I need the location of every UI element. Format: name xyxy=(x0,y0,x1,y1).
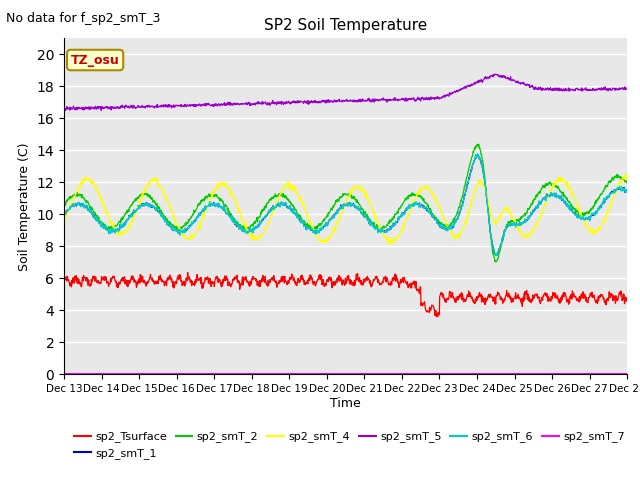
sp2_smT_6 xyxy=(60,215,68,220)
sp2_smT_6 xyxy=(623,190,631,195)
sp2_smT_1 xyxy=(474,152,481,157)
sp2_smT_7 xyxy=(248,371,256,377)
sp2_smT_5 xyxy=(249,102,257,108)
sp2_smT_6 xyxy=(493,253,500,259)
sp2_smT_7 xyxy=(507,371,515,377)
sp2_smT_2 xyxy=(60,200,68,205)
sp2_smT_1 xyxy=(433,219,441,225)
sp2_smT_6 xyxy=(474,151,481,156)
sp2_smT_2 xyxy=(557,189,565,194)
sp2_smT_2 xyxy=(186,218,193,224)
sp2_smT_4 xyxy=(385,241,393,247)
sp2_smT_5 xyxy=(508,77,515,83)
Line: sp2_Tsurface: sp2_Tsurface xyxy=(64,273,627,317)
sp2_Tsurface xyxy=(557,299,565,305)
Y-axis label: Soil Temperature (C): Soil Temperature (C) xyxy=(18,142,31,271)
sp2_Tsurface xyxy=(184,270,191,276)
sp2_smT_4 xyxy=(172,219,179,225)
sp2_smT_4 xyxy=(186,236,193,241)
sp2_smT_2 xyxy=(508,219,515,225)
sp2_smT_1 xyxy=(623,189,631,194)
sp2_Tsurface xyxy=(508,299,515,305)
sp2_Tsurface xyxy=(623,296,631,302)
sp2_smT_1 xyxy=(508,220,515,226)
sp2_smT_5 xyxy=(557,86,565,92)
sp2_Tsurface xyxy=(60,275,68,280)
Line: sp2_smT_2: sp2_smT_2 xyxy=(64,144,627,262)
sp2_smT_2 xyxy=(248,222,256,228)
sp2_smT_6 xyxy=(557,195,565,201)
sp2_smT_5 xyxy=(172,102,180,108)
sp2_smT_7 xyxy=(186,371,193,377)
sp2_smT_6 xyxy=(186,224,193,230)
sp2_smT_4 xyxy=(557,175,564,180)
sp2_smT_5 xyxy=(433,94,441,99)
sp2_smT_1 xyxy=(248,226,256,232)
sp2_smT_4 xyxy=(60,219,68,225)
sp2_smT_4 xyxy=(623,170,630,176)
sp2_smT_2 xyxy=(623,179,631,185)
Line: sp2_smT_5: sp2_smT_5 xyxy=(64,74,627,111)
sp2_smT_1 xyxy=(60,215,68,220)
sp2_smT_2 xyxy=(433,217,441,223)
sp2_smT_6 xyxy=(248,227,256,232)
sp2_smT_7 xyxy=(556,371,564,377)
sp2_smT_4 xyxy=(248,233,256,239)
Text: TZ_osu: TZ_osu xyxy=(71,53,120,67)
X-axis label: Time: Time xyxy=(330,397,361,410)
sp2_Tsurface xyxy=(186,276,193,281)
sp2_Tsurface xyxy=(434,314,442,320)
sp2_smT_5 xyxy=(623,85,631,91)
Line: sp2_smT_6: sp2_smT_6 xyxy=(64,154,627,256)
Legend: sp2_Tsurface, sp2_smT_1, sp2_smT_2, sp2_smT_4, sp2_smT_5, sp2_smT_6, sp2_smT_7: sp2_Tsurface, sp2_smT_1, sp2_smT_2, sp2_… xyxy=(70,427,629,463)
sp2_smT_4 xyxy=(623,173,631,179)
sp2_smT_5 xyxy=(60,105,68,111)
sp2_smT_4 xyxy=(433,200,441,205)
sp2_smT_4 xyxy=(507,211,515,216)
sp2_smT_7 xyxy=(60,371,68,377)
sp2_smT_5 xyxy=(492,72,500,77)
sp2_smT_1 xyxy=(172,227,179,233)
Line: sp2_smT_1: sp2_smT_1 xyxy=(64,155,627,255)
sp2_smT_5 xyxy=(186,103,193,108)
sp2_smT_6 xyxy=(433,221,441,227)
sp2_smT_2 xyxy=(492,259,500,265)
sp2_smT_5 xyxy=(61,108,68,114)
sp2_Tsurface xyxy=(172,280,179,286)
sp2_Tsurface xyxy=(433,313,441,319)
sp2_smT_2 xyxy=(475,142,483,147)
sp2_smT_7 xyxy=(433,371,441,377)
sp2_smT_7 xyxy=(172,371,179,377)
sp2_smT_7 xyxy=(623,371,631,377)
sp2_smT_2 xyxy=(172,225,179,230)
Line: sp2_smT_4: sp2_smT_4 xyxy=(64,173,627,244)
sp2_smT_6 xyxy=(508,220,515,226)
sp2_smT_6 xyxy=(172,228,179,233)
sp2_smT_1 xyxy=(492,252,500,258)
sp2_Tsurface xyxy=(249,276,257,282)
Title: SP2 Soil Temperature: SP2 Soil Temperature xyxy=(264,18,428,33)
sp2_smT_1 xyxy=(186,222,193,228)
sp2_smT_1 xyxy=(557,195,565,201)
Text: No data for f_sp2_smT_3: No data for f_sp2_smT_3 xyxy=(6,12,161,25)
